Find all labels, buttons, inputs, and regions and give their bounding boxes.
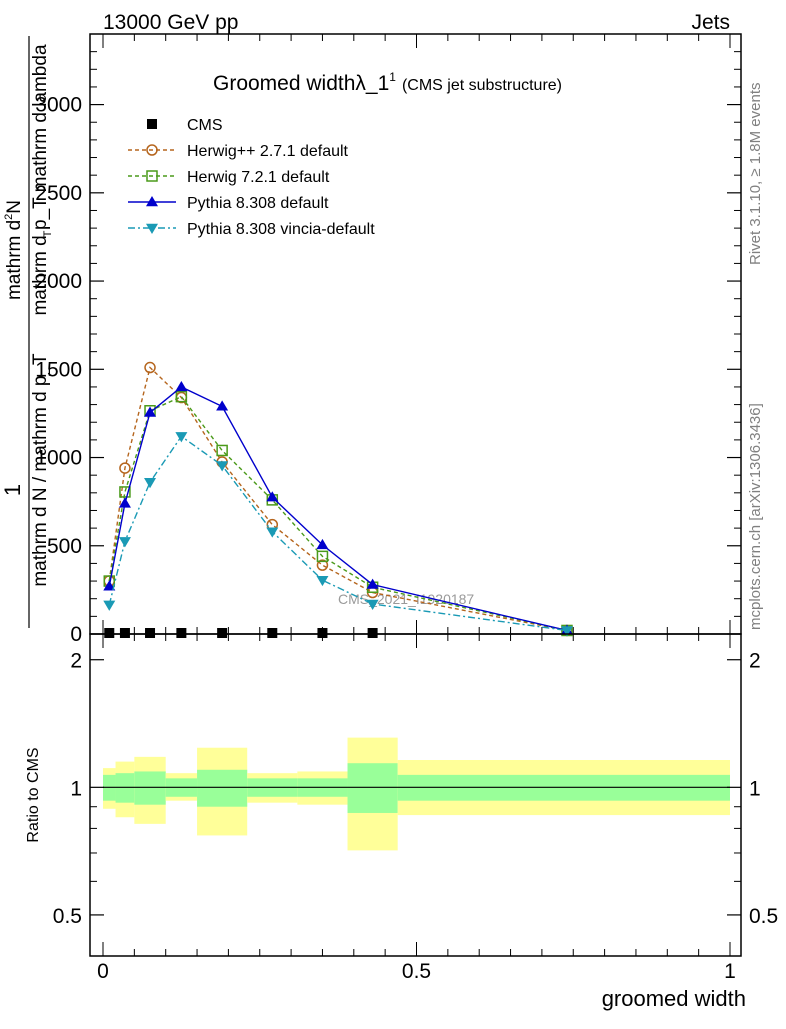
ratio-inner-band	[134, 771, 166, 805]
herwig-pp-marker	[316, 559, 329, 571]
ratio-y-tick-label: 2	[70, 650, 82, 673]
legend-label: Pythia 8.308 vincia-default	[187, 221, 375, 238]
plot-title: Groomed widthλ_11 (CMS jet substructure)	[213, 70, 562, 95]
pythia-vincia-marker	[118, 537, 131, 548]
pythia-default-marker	[146, 196, 158, 207]
plot-title-sup: 1	[389, 70, 396, 84]
legend-label: Herwig++ 2.7.1 default	[187, 143, 349, 160]
herwig7-marker	[316, 550, 329, 563]
main-y-ticks: 0 500 1000 1500 2000 2500 3000	[35, 51, 741, 646]
main-y-tick-label: 1000	[35, 447, 82, 470]
pythia-default-marker	[144, 406, 157, 417]
main-x-ticks	[102, 34, 731, 634]
pythia-vincia-marker	[144, 478, 157, 489]
legend-entry: Pythia 8.308 vincia-default	[128, 221, 375, 238]
legend-entry: CMS	[147, 117, 223, 134]
pythia-default-marker	[118, 497, 131, 508]
mcplots-reference-label: mcplots.cern.ch [arXiv:1306.3436]	[747, 403, 764, 630]
legend-entry: Pythia 8.308 default	[128, 195, 329, 212]
pythia-default-marker	[103, 580, 116, 591]
herwig7-marker	[216, 444, 228, 457]
ylabel-numerator-d: mathrm d	[4, 220, 25, 300]
herwig-pp-marker	[119, 462, 131, 474]
pythia-default-marker	[266, 491, 279, 502]
main-y-tick-label: 500	[47, 535, 82, 558]
ratio-y-tick-label-right: 2	[749, 650, 761, 673]
x-tick-label: 0.5	[402, 960, 431, 983]
cms-data-marker	[145, 628, 156, 638]
ratio-uncertainty-bands	[103, 737, 730, 851]
plot-title-main: Groomed widthλ_1	[213, 72, 389, 95]
main-y-tick-label: 2500	[35, 182, 82, 205]
legend-label: Herwig 7.2.1 default	[187, 169, 330, 186]
pythia-default-marker	[216, 400, 229, 411]
ylabel-numerator-n: N	[4, 200, 25, 214]
ylabel-subscript-t: T	[42, 230, 54, 237]
cms-data-marker	[147, 119, 157, 129]
ylabel-numerator: mathrm d2N	[3, 200, 25, 300]
pythia-vincia-marker	[266, 527, 279, 538]
pythia-default-marker	[175, 380, 188, 392]
x-tick-label: 1	[724, 960, 736, 983]
ratio-y-tick-label: 0.5	[53, 905, 82, 928]
pythia-vincia-marker	[146, 223, 158, 234]
pythia-vincia-marker	[216, 461, 229, 472]
herwig7-marker	[175, 390, 188, 403]
series-line	[108, 395, 568, 632]
main-y-tick-label: 0	[70, 623, 82, 646]
herwig7-marker	[146, 170, 158, 182]
pythia-vincia-marker	[366, 599, 379, 610]
x-tick-label: 0	[97, 960, 109, 983]
ylabel-numerator-sup: 2	[3, 214, 15, 220]
herwig-pp-marker	[144, 361, 156, 374]
main-panel: 0 500 1000 1500 2000 2500 3000 CMS_2021_I19201…	[35, 33, 742, 646]
plot-title-sub: (CMS jet substructure)	[402, 77, 562, 94]
ratio-y-tick-label: 1	[70, 777, 82, 800]
cms-data-layer	[104, 628, 378, 638]
ylabel-fraction-denominator: mathrm d N / mathrm d p_T	[30, 353, 51, 587]
cms-data-marker	[267, 628, 278, 638]
ratio-y-axis-label: Ratio to CMS	[25, 747, 42, 842]
main-y-tick-label: 2000	[35, 270, 82, 293]
cms-data-marker	[317, 628, 328, 638]
cms-data-marker	[217, 628, 228, 638]
analysis-watermark: CMS_2021_I1920187	[338, 591, 474, 607]
ratio-x-ticks: 0 0.5 1	[97, 634, 736, 983]
legend-label: Pythia 8.308 default	[187, 195, 329, 212]
category-label: Jets	[691, 11, 730, 34]
legend-label: CMS	[187, 117, 223, 134]
ratio-y-tick-label-right: 0.5	[749, 905, 778, 928]
herwig-pp-marker	[146, 144, 158, 156]
cms-data-marker	[176, 628, 187, 638]
herwig7-marker	[119, 486, 131, 498]
cms-data-marker	[119, 628, 130, 638]
pythia-vincia-marker	[560, 626, 573, 637]
cms-data-marker	[367, 628, 378, 638]
cms-data-marker	[104, 628, 115, 638]
pythia-default-marker	[366, 578, 379, 589]
pythia-vincia-marker	[103, 600, 116, 611]
ratio-panel: 0.5 0.51 12 2 0 0.5 1 Ratio to CMS	[25, 633, 778, 983]
main-y-axis-label: 1 mathrm d2N mathrm d p_T mathrm d lambd…	[0, 36, 54, 628]
ratio-y-tick-label-right: 1	[749, 777, 761, 800]
energy-label: 13000 GeV pp	[103, 11, 238, 34]
main-y-tick-label: 1500	[35, 358, 82, 381]
series-layer	[103, 361, 573, 637]
rivet-version-label: Rivet 3.1.10, ≥ 1.8M events	[747, 83, 764, 266]
pythia-default-marker	[316, 538, 329, 550]
legend: CMS Herwig++ 2.7.1 default Herwig 7.2.1 de…	[128, 117, 375, 238]
pythia-vincia-marker	[316, 575, 329, 587]
ylabel-fraction-one: 1	[0, 484, 25, 496]
main-y-tick-label: 3000	[35, 94, 82, 117]
ratio-plot-frame	[89, 633, 742, 957]
x-axis-label: groomed width	[602, 986, 746, 1011]
legend-entry: Herwig++ 2.7.1 default	[128, 143, 349, 160]
ratio-y-ticks: 0.5 0.5 1 1 2 2	[53, 650, 778, 928]
ratio-inner-band	[197, 769, 248, 807]
pythia-vincia-marker	[175, 432, 188, 443]
ylabel-denominator: mathrm d p_T mathrm d lambda	[30, 44, 51, 315]
legend-entry: Herwig 7.2.1 default	[128, 169, 330, 186]
ratio-inner-band	[347, 763, 398, 813]
